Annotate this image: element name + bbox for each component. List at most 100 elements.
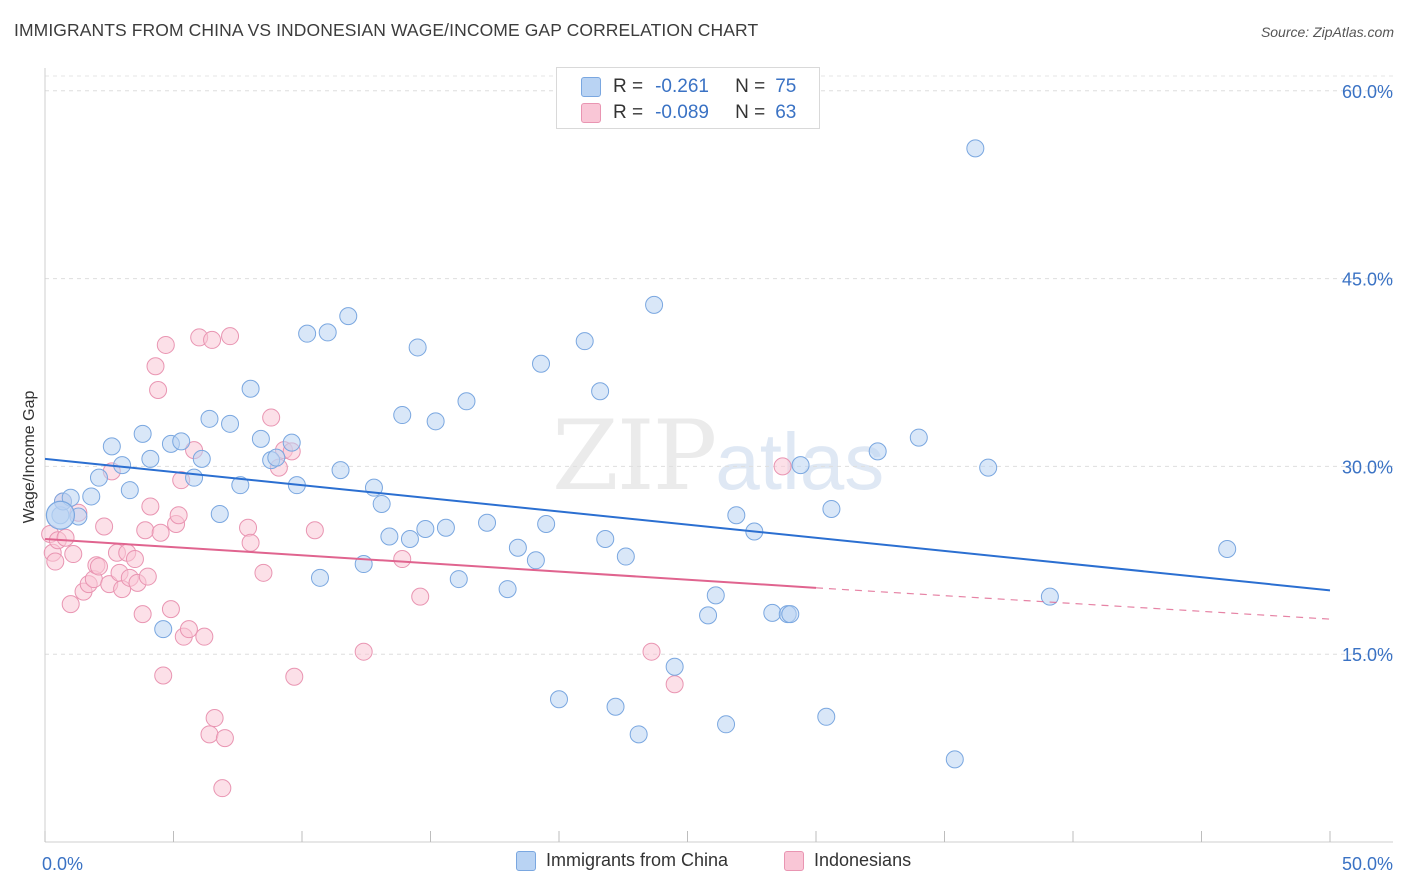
point-indonesians xyxy=(262,408,281,427)
point-immigrants-china xyxy=(241,379,260,398)
point-immigrants-china xyxy=(200,409,219,428)
legend-swatch-indonesians xyxy=(784,850,804,871)
point-immigrants-china xyxy=(498,580,517,599)
point-immigrants-china xyxy=(310,568,329,587)
point-indonesians xyxy=(125,550,144,569)
point-indonesians xyxy=(203,330,222,349)
point-indonesians xyxy=(89,557,108,576)
point-indonesians xyxy=(169,506,188,525)
x-tick-label: 50.0% xyxy=(1342,854,1393,874)
point-immigrants-china xyxy=(172,432,191,451)
point-immigrants-china xyxy=(868,442,887,461)
point-indonesians xyxy=(46,552,65,571)
legend-label-indonesians: Indonesians xyxy=(814,850,912,870)
legend-item-china: Immigrants from China xyxy=(516,850,728,871)
legend-item-indonesians: Indonesians xyxy=(784,850,911,871)
point-immigrants-china xyxy=(537,514,556,533)
point-indonesians xyxy=(239,518,258,537)
point-indonesians xyxy=(285,667,304,686)
point-indonesians xyxy=(254,563,273,582)
point-immigrants-china xyxy=(192,449,211,468)
point-indonesians xyxy=(179,620,198,639)
y-axis-title: Wage/Income Gap xyxy=(21,391,38,524)
point-immigrants-china xyxy=(909,428,928,447)
point-indonesians xyxy=(642,642,661,661)
trend-line-china xyxy=(44,457,1331,592)
y-tick-label: 30.0% xyxy=(1342,457,1393,477)
point-indonesians xyxy=(195,627,214,646)
point-immigrants-china xyxy=(763,603,782,622)
data-points xyxy=(41,139,1237,798)
point-immigrants-china xyxy=(133,424,152,443)
point-immigrants-china xyxy=(966,139,985,158)
point-immigrants-china xyxy=(318,323,337,342)
point-indonesians xyxy=(61,595,80,614)
point-indonesians xyxy=(205,709,224,728)
chart-title: IMMIGRANTS FROM CHINA VS INDONESIAN WAGE… xyxy=(14,20,759,40)
point-indonesians xyxy=(56,528,75,547)
bottom-legend: Immigrants from China Indonesians xyxy=(0,850,1406,880)
point-immigrants-china xyxy=(282,433,301,452)
tick-labels: 15.0% 30.0% 45.0% 60.0% 0.0% 50.0% Wage/Income… xyxy=(21,82,1393,874)
point-immigrants-china xyxy=(508,538,527,557)
point-immigrants-china xyxy=(717,715,736,734)
point-immigrants-china xyxy=(372,494,391,513)
legend-n-value: 63 xyxy=(775,102,797,123)
point-immigrants-china xyxy=(339,307,358,326)
point-indonesians xyxy=(64,545,83,564)
point-immigrants-china xyxy=(727,506,746,525)
point-immigrants-china xyxy=(331,461,350,480)
point-indonesians xyxy=(393,550,412,569)
point-immigrants-china xyxy=(436,518,455,537)
watermark-zip: ZIP xyxy=(552,400,717,512)
point-indonesians xyxy=(95,517,114,536)
point-immigrants-china xyxy=(154,620,173,639)
point-indonesians xyxy=(213,779,232,798)
point-indonesians xyxy=(141,497,160,516)
point-immigrants-china xyxy=(141,449,160,468)
legend-r-label: R = xyxy=(613,102,644,123)
point-immigrants-china xyxy=(426,412,445,431)
point-indonesians xyxy=(200,725,219,744)
point-immigrants-china xyxy=(221,414,240,433)
point-immigrants-china xyxy=(596,530,615,549)
point-indonesians xyxy=(305,521,324,540)
point-indonesians xyxy=(215,729,234,748)
point-indonesians xyxy=(136,521,155,540)
legend-swatch-china xyxy=(516,850,536,871)
point-immigrants-china xyxy=(606,697,625,716)
point-immigrants-china xyxy=(699,606,718,625)
point-indonesians xyxy=(411,587,430,606)
point-immigrants-china xyxy=(102,437,121,456)
point-immigrants-china xyxy=(591,382,610,401)
point-immigrants-china xyxy=(449,570,468,589)
point-indonesians xyxy=(149,381,168,400)
point-immigrants-china xyxy=(251,429,270,448)
legend-r-value: -0.261 xyxy=(655,76,709,97)
point-indonesians xyxy=(146,357,165,376)
point-immigrants-china xyxy=(616,547,635,566)
gridlines xyxy=(45,75,1393,655)
legend-n-value: 75 xyxy=(775,76,797,97)
point-immigrants-china xyxy=(526,551,545,570)
legend-row-indonesians: R = -0.089 N = 63 xyxy=(581,100,796,126)
point-immigrants-china xyxy=(1218,540,1237,559)
point-indonesians xyxy=(138,567,157,586)
point-immigrants-china xyxy=(781,605,800,624)
point-immigrants-china xyxy=(822,499,841,518)
point-indonesians xyxy=(161,600,180,619)
point-indonesians xyxy=(773,457,792,476)
point-indonesians xyxy=(241,533,260,552)
point-indonesians xyxy=(354,642,373,661)
point-indonesians xyxy=(221,327,240,346)
point-immigrants-china xyxy=(231,476,250,495)
point-indonesians xyxy=(665,675,684,694)
point-immigrants-china xyxy=(267,448,286,467)
point-immigrants-china xyxy=(706,586,725,605)
point-immigrants-china xyxy=(645,295,664,314)
correlation-legend: R = -0.261 N = 75 R = -0.089 N = 63 xyxy=(556,67,820,129)
zipatlas-watermark: ZIPatlas xyxy=(552,400,884,512)
point-immigrants-china xyxy=(89,468,108,487)
point-immigrants-china xyxy=(478,513,497,532)
